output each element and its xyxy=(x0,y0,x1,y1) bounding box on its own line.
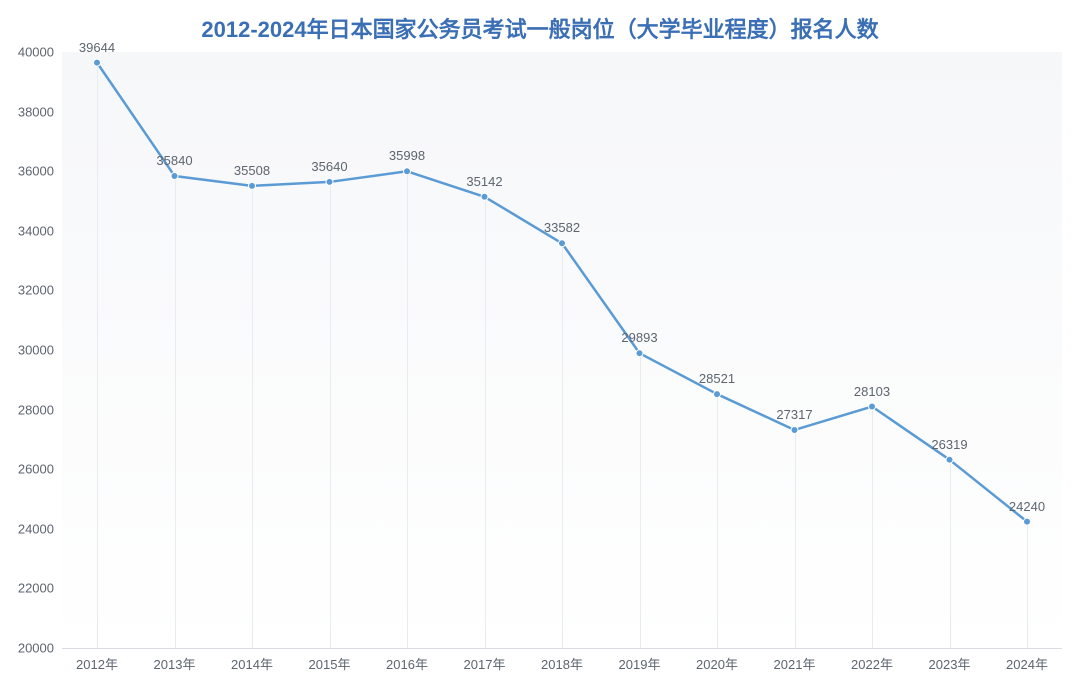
y-tick-label: 26000 xyxy=(18,462,62,477)
data-point-label: 33582 xyxy=(544,220,580,235)
y-tick-label: 28000 xyxy=(18,402,62,417)
data-point xyxy=(94,59,101,66)
line-chart: 2012-2024年日本国家公务员考试一般岗位（大学毕业程度）报名人数 2000… xyxy=(0,0,1080,677)
x-tick-label: 2014年 xyxy=(231,648,273,673)
data-point xyxy=(559,240,566,247)
data-point-label: 28103 xyxy=(854,384,890,399)
data-point-label: 26319 xyxy=(931,437,967,452)
data-point xyxy=(249,182,256,189)
data-point-label: 28521 xyxy=(699,371,735,386)
data-point-label: 29893 xyxy=(621,330,657,345)
x-tick-label: 2021年 xyxy=(774,648,816,673)
data-point xyxy=(481,193,488,200)
y-tick-label: 22000 xyxy=(18,581,62,596)
data-point xyxy=(791,426,798,433)
x-tick-label: 2018年 xyxy=(541,648,583,673)
y-tick-label: 24000 xyxy=(18,521,62,536)
data-point xyxy=(326,178,333,185)
data-point xyxy=(636,350,643,357)
data-point-label: 35142 xyxy=(466,174,502,189)
x-tick-label: 2024年 xyxy=(1006,648,1048,673)
data-point xyxy=(404,168,411,175)
x-tick-label: 2017年 xyxy=(464,648,506,673)
chart-title: 2012-2024年日本国家公务员考试一般岗位（大学毕业程度）报名人数 xyxy=(0,12,1080,44)
data-point xyxy=(714,391,721,398)
data-point-label: 35508 xyxy=(234,163,270,178)
data-point xyxy=(946,456,953,463)
data-point-label: 35840 xyxy=(156,153,192,168)
y-tick-label: 36000 xyxy=(18,164,62,179)
x-tick-label: 2020年 xyxy=(696,648,738,673)
plot-area: 2000022000240002600028000300003200034000… xyxy=(62,52,1062,648)
y-tick-label: 20000 xyxy=(18,641,62,656)
y-tick-label: 40000 xyxy=(18,45,62,60)
x-tick-label: 2022年 xyxy=(851,648,893,673)
y-tick-label: 38000 xyxy=(18,104,62,119)
y-tick-label: 30000 xyxy=(18,343,62,358)
x-tick-label: 2023年 xyxy=(929,648,971,673)
data-point-label: 35640 xyxy=(311,159,347,174)
x-tick-label: 2013年 xyxy=(154,648,196,673)
data-point-label: 27317 xyxy=(776,407,812,422)
data-point-label: 35998 xyxy=(389,148,425,163)
data-point xyxy=(1024,518,1031,525)
x-tick-label: 2015年 xyxy=(309,648,351,673)
data-point-label: 39644 xyxy=(79,40,115,55)
data-point-label: 24240 xyxy=(1009,499,1045,514)
series-line xyxy=(62,52,1062,648)
x-tick-label: 2019年 xyxy=(619,648,661,673)
data-point xyxy=(869,403,876,410)
y-tick-label: 34000 xyxy=(18,223,62,238)
x-tick-label: 2012年 xyxy=(76,648,118,673)
x-tick-label: 2016年 xyxy=(386,648,428,673)
y-tick-label: 32000 xyxy=(18,283,62,298)
data-point xyxy=(171,172,178,179)
